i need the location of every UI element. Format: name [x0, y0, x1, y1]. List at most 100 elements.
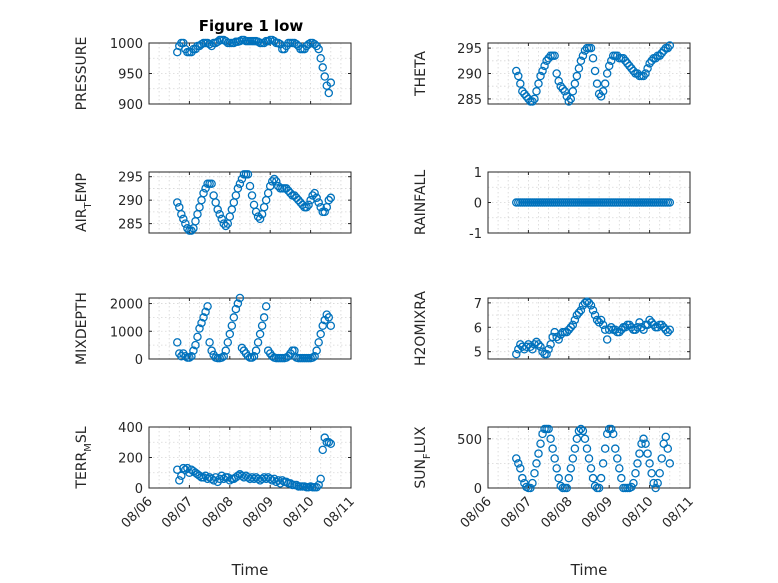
data-point	[589, 475, 596, 482]
figure-canvas: Figure 1 low 9009501000PRESSURE 285290295…	[0, 0, 778, 583]
data-point	[644, 450, 651, 457]
y-tick-label: 1000	[110, 37, 143, 52]
data-point	[664, 445, 671, 452]
panel-pressure: 900 950 1000 PRESSURE	[74, 36, 351, 113]
data-point	[632, 470, 639, 477]
data-point	[618, 475, 625, 482]
data-point	[533, 88, 540, 95]
data-point	[549, 445, 556, 452]
panel-theta: 285 290 295 THETA	[413, 42, 690, 108]
data-point	[571, 445, 578, 452]
data-point	[212, 199, 219, 206]
x-tick-label: 08/11	[321, 494, 358, 531]
data-point	[598, 475, 605, 482]
data-point	[567, 465, 574, 472]
data-point	[321, 434, 328, 441]
data-point	[265, 190, 272, 197]
x-tick-label: 08/06	[119, 494, 156, 531]
data-point	[325, 89, 332, 96]
y-tick-label: 7	[474, 297, 482, 312]
data-point	[261, 204, 268, 211]
panel-sun-flux: 0 500 SUNFLUX 08/06 08/07 08/08 08/09 08/10 08/1…	[413, 425, 697, 579]
y-tick-label: 295	[457, 42, 482, 57]
y-tick-label: -1	[469, 227, 482, 242]
panel-mixdepth: 0 1000 2000 MIXDEPTH	[74, 292, 351, 368]
data-point	[537, 440, 544, 447]
y-tick-label: 285	[118, 218, 143, 233]
y-axis-label: PRESSURE	[74, 37, 90, 111]
y-axis-label: MIXDEPTH	[74, 292, 90, 365]
x-tick-label: 08/11	[660, 494, 697, 531]
data-point	[248, 192, 255, 199]
y-tick-label: 0	[474, 482, 482, 497]
y-tick-label: 1000	[110, 325, 143, 340]
y-tick-label: 950	[118, 68, 143, 83]
x-tick-label: 08/07	[159, 494, 196, 531]
data-point	[224, 339, 231, 346]
y-tick-label: 6	[474, 321, 482, 336]
data-point	[321, 73, 328, 80]
data-point	[228, 322, 235, 329]
data-point	[551, 455, 558, 462]
data-point	[192, 218, 199, 225]
y-tick-label: 900	[118, 98, 143, 113]
y-tick-label: 290	[457, 68, 482, 83]
y-tick-label: 2000	[110, 298, 143, 313]
data-point	[531, 470, 538, 477]
x-tick-label: 08/10	[280, 494, 317, 531]
x-axis-label: Time	[570, 561, 608, 579]
data-point	[569, 88, 576, 95]
y-tick-label: 200	[118, 452, 143, 467]
data-point	[210, 192, 217, 199]
x-axis-label: Time	[231, 561, 269, 579]
data-point	[319, 446, 326, 453]
data-point	[587, 465, 594, 472]
y-axis-label: SUNFLUX	[413, 426, 433, 489]
y-tick-label: 295	[118, 171, 143, 186]
data-point	[577, 425, 584, 432]
data-point	[315, 339, 322, 346]
x-tick-label: 08/09	[240, 494, 277, 531]
y-tick-label: 285	[457, 93, 482, 108]
y-tick-label: 0	[135, 353, 143, 368]
data-point	[614, 455, 621, 462]
y-tick-label: 0	[474, 197, 482, 212]
data-point	[553, 465, 560, 472]
data-point	[250, 201, 257, 208]
figure-title: Figure 1 low	[199, 17, 304, 35]
x-tick-label: 08/06	[458, 494, 495, 531]
y-tick-label: 500	[457, 433, 482, 448]
data-point	[319, 64, 326, 71]
data-point	[569, 455, 576, 462]
panel-air-temp: 285 290 295 AIRTEMP	[74, 171, 351, 235]
data-point	[662, 433, 669, 440]
data-point	[259, 322, 266, 329]
data-point	[648, 470, 655, 477]
data-point	[571, 80, 578, 87]
data-point	[232, 192, 239, 199]
data-point	[194, 333, 201, 340]
panel-h2omixra: 5 6 7 H2OMIXRA	[413, 291, 690, 366]
y-tick-label: 0	[135, 482, 143, 497]
y-tick-label: 5	[474, 346, 482, 361]
x-tick-label: 08/09	[579, 494, 616, 531]
y-axis-label: THETA	[413, 51, 429, 97]
data-point	[658, 455, 665, 462]
y-tick-label: 400	[118, 421, 143, 436]
y-tick-label: 1	[474, 166, 482, 181]
x-tick-label: 08/07	[498, 494, 535, 531]
data-point	[602, 445, 609, 452]
y-axis-label: RAINFALL	[413, 170, 429, 235]
x-tick-label: 08/10	[619, 494, 656, 531]
y-axis-label: TERRMSL	[74, 426, 94, 489]
panel-terr-msl: 0 200 400 TERRMSL 08/06 08/07 08/08 08/09 08/10 0…	[74, 421, 358, 579]
data-point	[583, 445, 590, 452]
x-tick-label: 08/08	[539, 494, 576, 531]
x-tick-label: 08/08	[200, 494, 237, 531]
data-point	[660, 440, 667, 447]
data-point	[228, 206, 235, 213]
y-tick-label: 290	[118, 194, 143, 209]
y-axis-label: AIRTEMP	[74, 173, 94, 232]
y-axis-label: H2OMIXRA	[413, 291, 429, 366]
data-point	[591, 67, 598, 74]
